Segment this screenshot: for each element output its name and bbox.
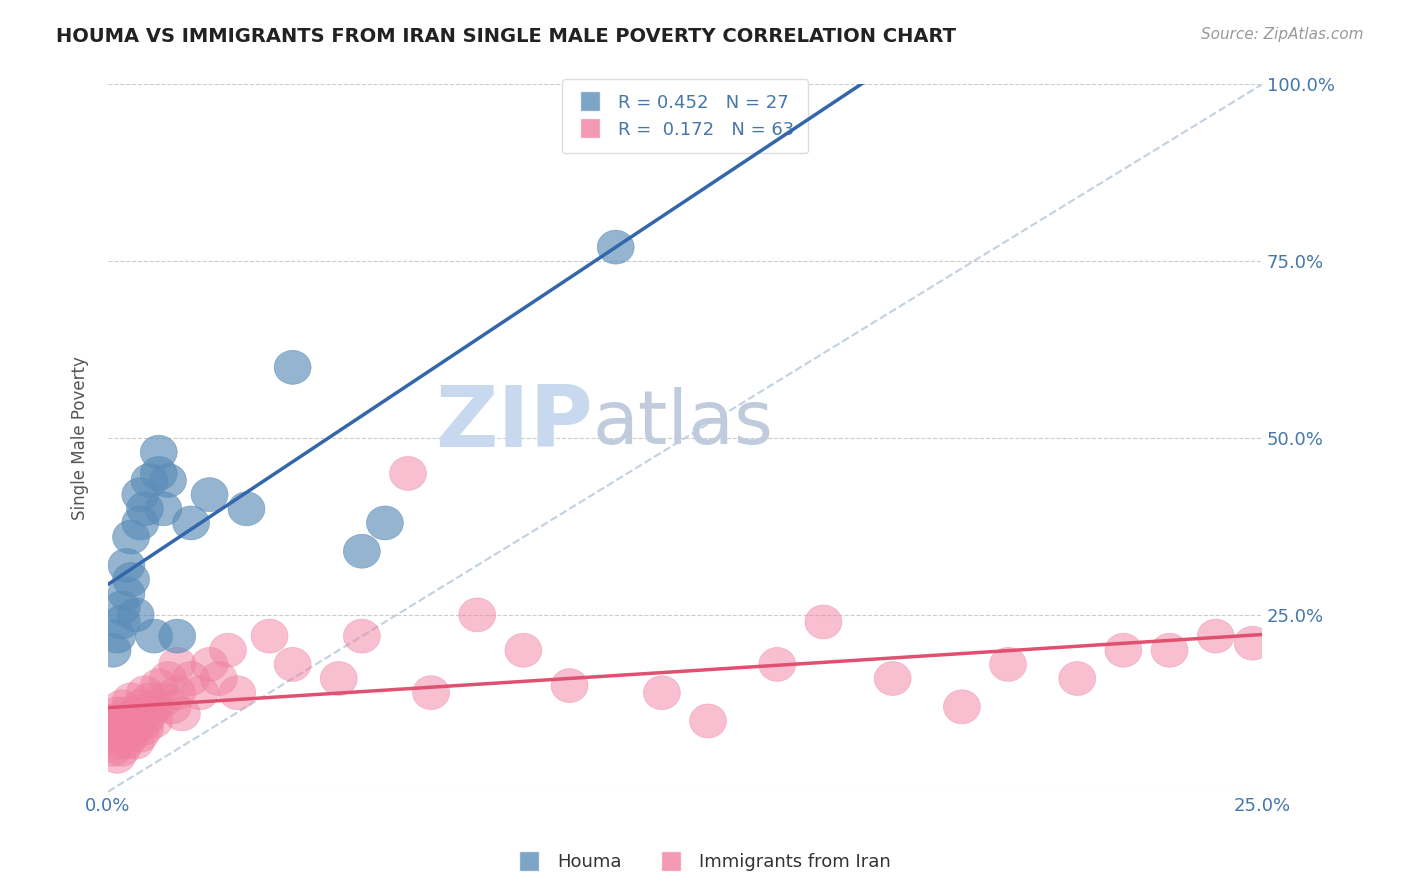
Ellipse shape	[127, 491, 163, 525]
Ellipse shape	[122, 478, 159, 512]
Ellipse shape	[181, 676, 219, 710]
Ellipse shape	[389, 457, 426, 491]
Ellipse shape	[159, 676, 195, 710]
Legend: R = 0.452   N = 27, R =  0.172   N = 63: R = 0.452 N = 27, R = 0.172 N = 63	[561, 79, 808, 153]
Ellipse shape	[112, 563, 149, 597]
Ellipse shape	[131, 464, 167, 498]
Ellipse shape	[104, 704, 141, 738]
Ellipse shape	[1105, 633, 1142, 667]
Ellipse shape	[98, 697, 136, 731]
Ellipse shape	[112, 704, 149, 738]
Ellipse shape	[713, 88, 749, 122]
Ellipse shape	[141, 435, 177, 469]
Ellipse shape	[108, 725, 145, 759]
Ellipse shape	[274, 351, 311, 384]
Ellipse shape	[98, 725, 136, 759]
Ellipse shape	[875, 662, 911, 696]
Ellipse shape	[94, 718, 131, 752]
Text: atlas: atlas	[593, 387, 773, 460]
Ellipse shape	[806, 605, 842, 639]
Ellipse shape	[98, 619, 136, 653]
Ellipse shape	[104, 718, 141, 752]
Ellipse shape	[98, 711, 136, 745]
Ellipse shape	[127, 711, 163, 745]
Ellipse shape	[117, 598, 155, 632]
Ellipse shape	[159, 619, 195, 653]
Ellipse shape	[1198, 619, 1234, 653]
Ellipse shape	[200, 662, 238, 696]
Ellipse shape	[131, 682, 167, 717]
Ellipse shape	[274, 648, 311, 681]
Ellipse shape	[122, 506, 159, 540]
Ellipse shape	[112, 682, 149, 717]
Ellipse shape	[131, 697, 167, 731]
Ellipse shape	[191, 648, 228, 681]
Ellipse shape	[412, 676, 450, 710]
Ellipse shape	[943, 690, 980, 723]
Ellipse shape	[145, 682, 181, 717]
Ellipse shape	[1059, 662, 1095, 696]
Ellipse shape	[136, 704, 173, 738]
Ellipse shape	[598, 230, 634, 264]
Ellipse shape	[367, 506, 404, 540]
Ellipse shape	[141, 669, 177, 703]
Ellipse shape	[112, 718, 149, 752]
Ellipse shape	[94, 633, 131, 667]
Ellipse shape	[252, 619, 288, 653]
Ellipse shape	[155, 690, 191, 723]
Ellipse shape	[104, 690, 141, 723]
Ellipse shape	[94, 732, 131, 766]
Ellipse shape	[689, 704, 727, 738]
Ellipse shape	[159, 648, 195, 681]
Ellipse shape	[104, 591, 141, 624]
Ellipse shape	[104, 732, 141, 766]
Ellipse shape	[321, 662, 357, 696]
Legend: Houma, Immigrants from Iran: Houma, Immigrants from Iran	[508, 847, 898, 879]
Ellipse shape	[173, 662, 209, 696]
Ellipse shape	[505, 633, 541, 667]
Text: ZIP: ZIP	[434, 383, 593, 466]
Ellipse shape	[644, 676, 681, 710]
Ellipse shape	[163, 697, 200, 731]
Ellipse shape	[343, 619, 380, 653]
Ellipse shape	[1234, 626, 1271, 660]
Ellipse shape	[117, 725, 155, 759]
Ellipse shape	[458, 598, 496, 632]
Ellipse shape	[149, 464, 187, 498]
Ellipse shape	[127, 676, 163, 710]
Ellipse shape	[145, 491, 181, 525]
Ellipse shape	[117, 711, 155, 745]
Ellipse shape	[990, 648, 1026, 681]
Ellipse shape	[112, 520, 149, 554]
Ellipse shape	[1152, 633, 1188, 667]
Ellipse shape	[122, 690, 159, 723]
Ellipse shape	[343, 534, 380, 568]
Ellipse shape	[108, 549, 145, 582]
Ellipse shape	[759, 648, 796, 681]
Ellipse shape	[104, 605, 141, 639]
Ellipse shape	[98, 739, 136, 773]
Ellipse shape	[141, 457, 177, 491]
Ellipse shape	[117, 697, 155, 731]
Text: HOUMA VS IMMIGRANTS FROM IRAN SINGLE MALE POVERTY CORRELATION CHART: HOUMA VS IMMIGRANTS FROM IRAN SINGLE MAL…	[56, 27, 956, 45]
Ellipse shape	[228, 491, 264, 525]
Text: Source: ZipAtlas.com: Source: ZipAtlas.com	[1201, 27, 1364, 42]
Ellipse shape	[149, 662, 187, 696]
Ellipse shape	[108, 577, 145, 611]
Ellipse shape	[127, 704, 163, 738]
Ellipse shape	[108, 711, 145, 745]
Ellipse shape	[173, 506, 209, 540]
Ellipse shape	[191, 478, 228, 512]
Ellipse shape	[94, 704, 131, 738]
Y-axis label: Single Male Poverty: Single Male Poverty	[72, 356, 89, 520]
Ellipse shape	[108, 697, 145, 731]
Ellipse shape	[209, 633, 246, 667]
Ellipse shape	[122, 718, 159, 752]
Ellipse shape	[136, 619, 173, 653]
Ellipse shape	[219, 676, 256, 710]
Ellipse shape	[136, 690, 173, 723]
Ellipse shape	[551, 669, 588, 703]
